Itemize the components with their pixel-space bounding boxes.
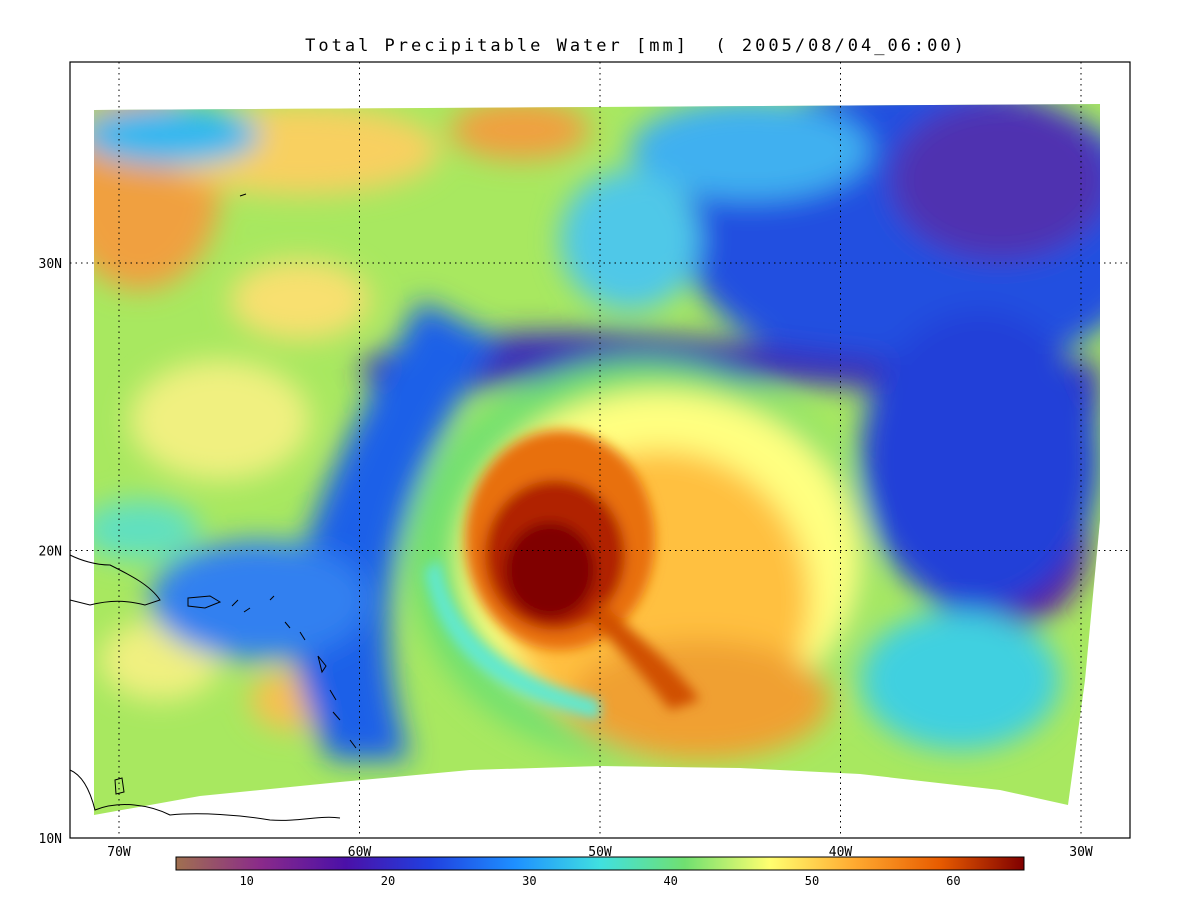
latitude-label: 30N (39, 257, 62, 272)
colorbar-tick-labels: 10 20 30 40 50 60 (239, 874, 960, 888)
colorbar-tick-label: 10 (239, 874, 253, 888)
map-title: Total Precipitable Water [mm] ( 2005/08/… (305, 36, 967, 56)
tpw-field (94, 104, 1100, 815)
colorbar-tick-label: 30 (522, 874, 536, 888)
latitude-label: 20N (39, 545, 62, 560)
longitude-label: 50W (588, 845, 612, 860)
longitude-label: 70W (107, 845, 131, 860)
longitude-label: 30W (1069, 845, 1093, 860)
colorbar-tick-label: 60 (946, 874, 960, 888)
longitude-label: 60W (348, 845, 372, 860)
latitude-label: 10N (39, 832, 62, 847)
colorbar-tick-label: 40 (663, 874, 677, 888)
colorbar-tick-label: 20 (381, 874, 395, 888)
colorbar: 10 20 30 40 50 60 (175, 856, 1025, 888)
colorbar-tick-label: 50 (805, 874, 819, 888)
latitude-labels: 10N 20N 30N (39, 257, 62, 847)
coastlines (69, 193, 357, 821)
longitude-labels: 70W 60W 50W 40W 30W (107, 845, 1093, 860)
colorbar-ramp (175, 856, 1025, 871)
longitude-label: 40W (829, 845, 853, 860)
graticule (70, 62, 1130, 838)
